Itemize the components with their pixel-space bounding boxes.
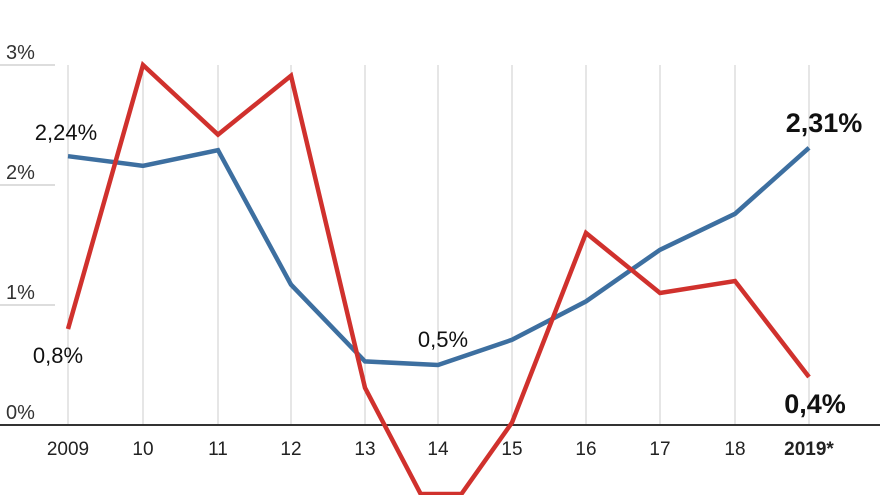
x-tick-label: 11 [208, 439, 228, 460]
x-tick-label: 2019* [784, 439, 834, 460]
x-tick-label: 2009 [47, 439, 89, 460]
data-label: 2,24% [35, 120, 97, 145]
y-tick-label: 2% [6, 162, 35, 184]
data-label: 0,5% [418, 327, 468, 352]
data-label: 0,8% [33, 343, 83, 368]
data-label: 2,31% [786, 108, 863, 138]
x-tick-label: 10 [132, 439, 153, 460]
y-tick-label: 0% [6, 402, 35, 424]
series-line-1 [65, 60, 811, 495]
x-tick-label: 12 [280, 439, 301, 460]
y-tick-label: 1% [6, 282, 35, 304]
x-tick-label: 14 [427, 439, 449, 460]
x-tick-label: 16 [575, 439, 596, 460]
x-tick-label: 17 [649, 439, 670, 460]
x-tick-label: 15 [501, 439, 522, 460]
x-tick-label: 13 [354, 439, 375, 460]
data-label: 0,4% [784, 389, 846, 419]
y-tick-label: 3% [6, 42, 35, 64]
x-tick-label: 18 [724, 439, 745, 460]
series-line-0 [67, 146, 811, 368]
